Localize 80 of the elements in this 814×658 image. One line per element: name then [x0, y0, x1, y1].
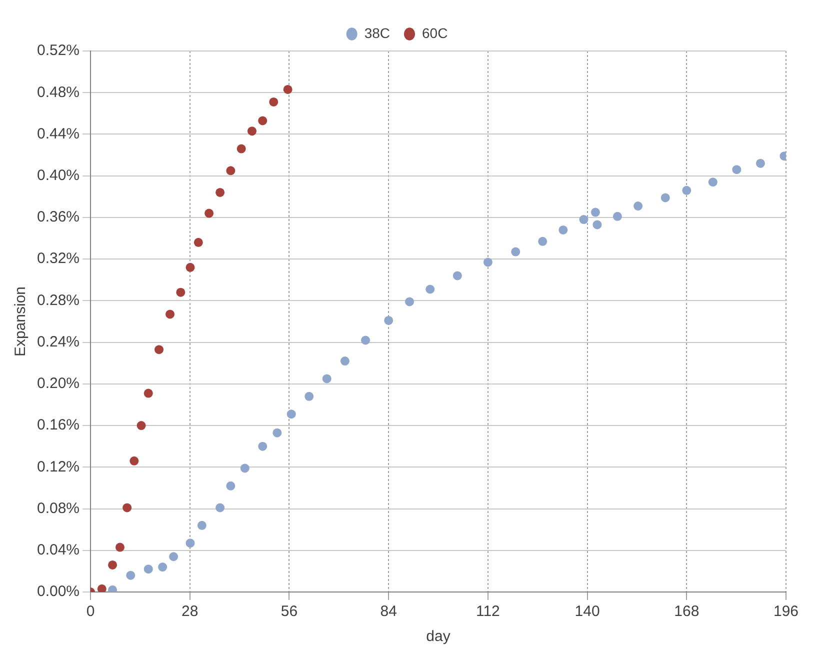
- point: [579, 215, 588, 224]
- point: [226, 481, 236, 490]
- y-tick-label: 0.12%: [36, 458, 80, 476]
- y-tick-label: 0.36%: [36, 208, 80, 226]
- y-tick-label: 0.00%: [36, 583, 80, 600]
- point: [272, 428, 282, 438]
- point: [247, 126, 256, 136]
- point: [236, 144, 246, 154]
- point: [732, 165, 742, 174]
- point: [452, 271, 462, 280]
- x-tick-label: 56: [280, 603, 298, 620]
- x-tick-label: 112: [476, 603, 500, 620]
- y-tick-label: 0.04%: [36, 542, 80, 559]
- point: [286, 410, 296, 419]
- point: [154, 345, 164, 354]
- point: [304, 392, 314, 401]
- x-tick-label: 84: [380, 603, 397, 620]
- point: [538, 236, 548, 246]
- point: [169, 552, 178, 562]
- y-tick-label: 0.48%: [36, 84, 80, 101]
- point: [197, 520, 206, 530]
- point: [166, 310, 175, 319]
- point: [136, 421, 146, 430]
- point: [511, 247, 520, 256]
- point: [186, 262, 195, 272]
- point: [682, 186, 692, 195]
- point: [322, 374, 332, 384]
- point: [612, 212, 622, 221]
- point: [216, 503, 225, 512]
- point: [176, 288, 186, 297]
- x-tick-label: 196: [773, 603, 799, 620]
- y-tick-label: 0.28%: [36, 292, 80, 309]
- x-tick-label: 140: [574, 603, 600, 620]
- y-tick-label: 0.20%: [36, 375, 80, 392]
- point: [97, 584, 106, 592]
- y-tick-label: 0.32%: [36, 250, 80, 268]
- y-tick-label: 0.40%: [36, 166, 80, 184]
- point: [426, 284, 435, 294]
- legend-label: 60C: [422, 24, 448, 41]
- y-tick-label: 0.44%: [36, 125, 80, 142]
- point: [483, 258, 492, 267]
- point: [158, 562, 168, 572]
- point: [756, 158, 765, 168]
- y-tick-label: 0.16%: [36, 416, 80, 434]
- point: [186, 538, 195, 548]
- point: [258, 116, 268, 126]
- x-tick-label: 0: [86, 603, 95, 620]
- point: [592, 220, 602, 230]
- x-axis-title: day: [426, 628, 451, 646]
- x-tick-label: 28: [182, 603, 198, 620]
- y-tick-label: 0.52%: [36, 42, 80, 60]
- point: [405, 297, 414, 306]
- point: [558, 225, 568, 234]
- point: [194, 238, 203, 247]
- point: [384, 316, 394, 325]
- point: [144, 564, 153, 574]
- point: [144, 388, 153, 398]
- point: [126, 570, 136, 580]
- legend-label: 38C: [364, 24, 390, 41]
- point: [590, 208, 600, 217]
- x-tick-label: 168: [674, 603, 700, 620]
- point: [283, 84, 292, 94]
- point: [108, 560, 118, 570]
- y-tick-label: 0.24%: [36, 333, 80, 350]
- point: [226, 166, 236, 176]
- point: [269, 97, 278, 106]
- point: [258, 442, 268, 451]
- point: [634, 202, 643, 211]
- point: [340, 356, 350, 366]
- point: [216, 188, 225, 197]
- point: [204, 208, 214, 218]
- point: [240, 464, 250, 473]
- point: [122, 503, 132, 512]
- point: [660, 193, 670, 202]
- y-axis-title: Expansion: [12, 286, 30, 357]
- point: [130, 456, 139, 466]
- point: [708, 178, 718, 187]
- y-tick-label: 0.08%: [36, 500, 80, 517]
- point: [361, 336, 370, 345]
- point: [115, 542, 124, 552]
